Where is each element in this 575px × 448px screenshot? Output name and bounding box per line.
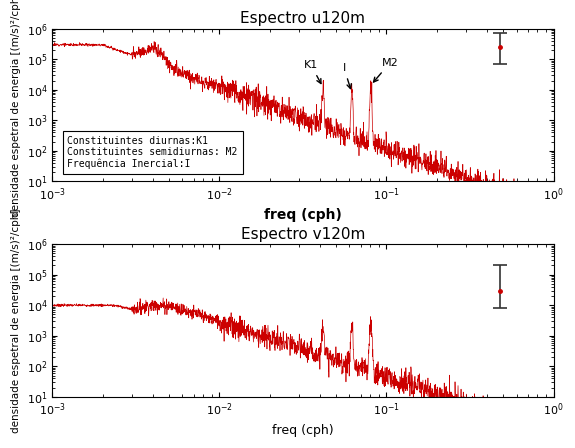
X-axis label: freq (cph): freq (cph) xyxy=(264,208,342,222)
Text: K1: K1 xyxy=(304,60,321,83)
Text: I: I xyxy=(343,63,351,89)
X-axis label: freq (cph): freq (cph) xyxy=(272,424,333,437)
Title: Espectro v120m: Espectro v120m xyxy=(241,227,365,241)
Text: Constituintes diurnas:K1
Constituintes semidiurnas: M2
Frequência Inercial:I: Constituintes diurnas:K1 Constituintes s… xyxy=(67,136,237,169)
Y-axis label: densidade espetral de energia [(m/s)²/cph]: densidade espetral de energia [(m/s)²/cp… xyxy=(11,0,21,217)
Y-axis label: densidade espetral de energia [(m/s)²/cph]: densidade espetral de energia [(m/s)²/cp… xyxy=(11,208,21,433)
Title: Espectro u120m: Espectro u120m xyxy=(240,11,366,26)
Text: M2: M2 xyxy=(374,58,398,82)
